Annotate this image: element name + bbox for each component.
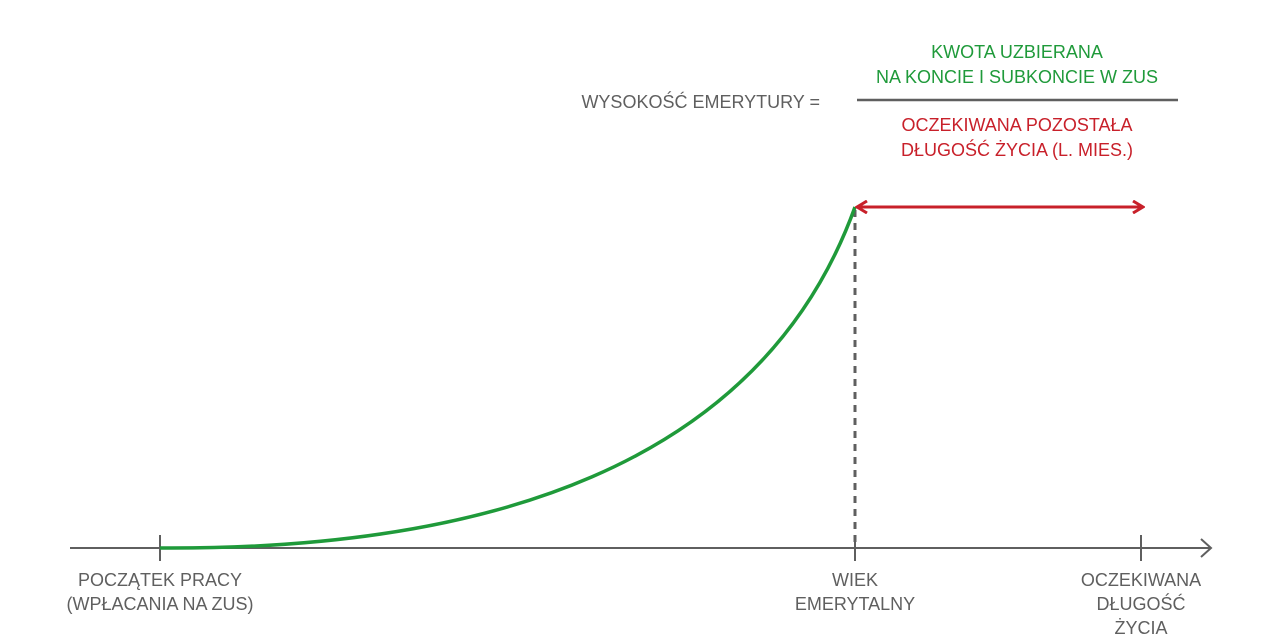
axis-label: POCZĄTEK PRACY: [78, 570, 242, 590]
axis-label: OCZEKIWANA: [1081, 570, 1201, 590]
axis-label: DŁUGOŚĆ: [1096, 593, 1185, 614]
denominator-line: OCZEKIWANA POZOSTAŁA: [901, 115, 1132, 135]
axis-arrow: [1200, 538, 1213, 558]
numerator-line: KWOTA UZBIERANA: [931, 42, 1103, 62]
denominator-line: DŁUGOŚĆ ŻYCIA (L. MIES.): [901, 139, 1133, 160]
axis-label: (WPŁACANIA NA ZUS): [66, 594, 253, 614]
savings-curve: [159, 206, 857, 550]
axis-label: EMERYTALNY: [795, 594, 915, 614]
axis-label: WIEK: [832, 570, 878, 590]
axis-label: ŻYCIA: [1114, 618, 1167, 638]
numerator-line: NA KONCIE I SUBKONCIE W ZUS: [876, 67, 1158, 87]
formula-label: WYSOKOŚĆ EMERYTURY =: [581, 91, 820, 112]
